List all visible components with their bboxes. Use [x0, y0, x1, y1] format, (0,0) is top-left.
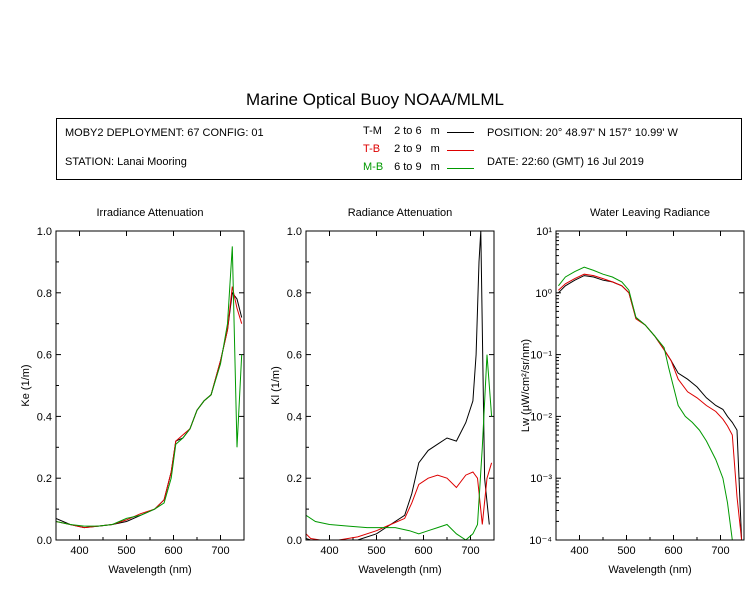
legend-range: 2 to 9: [394, 143, 422, 155]
legend-unit: m: [430, 161, 440, 173]
y-axis-label: Kl (1/m): [270, 366, 282, 405]
x-tick-label: 600: [414, 545, 432, 557]
x-tick-label: 700: [211, 545, 229, 557]
y-tick-label: 10⁰: [535, 288, 552, 300]
y-tick-label: 0.2: [37, 473, 52, 485]
series-group: [558, 266, 743, 540]
x-tick-label: 500: [367, 545, 385, 557]
y-tick-label: 0.6: [287, 350, 302, 362]
y-tick-label: 10⁻⁴: [529, 535, 552, 547]
y-tick-label: 0.4: [37, 411, 52, 423]
chart-panel-3: Water Leaving Radiance Wavelength (nm) Lw …: [520, 207, 745, 576]
deployment-label: MOBY2 DEPLOYMENT: 67 CONFIG: 01: [65, 127, 264, 139]
x-axis-label: Wavelength (nm): [358, 564, 441, 576]
plot-frame: [305, 230, 495, 541]
x-tick-label: 600: [164, 545, 182, 557]
station-label: STATION: Lanai Mooring: [65, 156, 187, 168]
chart-title: Irradiance Attenuation: [96, 207, 203, 219]
y-tick-label: 0.6: [37, 350, 52, 362]
chart-title: Water Leaving Radiance: [590, 207, 710, 219]
x-tick-label: 400: [320, 545, 338, 557]
y-tick-label: 0.8: [287, 288, 302, 300]
series-line-m-b: [306, 354, 493, 540]
position-label: POSITION: 20° 48.97' N 157° 10.99' W: [487, 127, 678, 139]
page-title: Marine Optical Buoy NOAA/MLML: [246, 90, 504, 109]
x-axis-label: Wavelength (nm): [608, 564, 691, 576]
legend-range: 6 to 9: [394, 161, 422, 173]
legend-series-label: M-B: [363, 161, 384, 173]
series-line-t-b: [56, 286, 243, 529]
legend-line-mb: [447, 168, 474, 169]
x-tick-label: 500: [617, 545, 635, 557]
series-group: [306, 231, 493, 540]
y-tick-label: 0.8: [37, 288, 52, 300]
y-axis-label: Lw (µW/cm²/sr/nm): [520, 339, 532, 432]
y-tick-label: 1.0: [287, 226, 302, 238]
y-tick-label: 10⁻¹: [530, 350, 552, 362]
legend-line-tm: [447, 132, 474, 133]
legend-unit: m: [430, 125, 440, 137]
legend-series-label: T-B: [363, 143, 381, 155]
legend-item-tm: T-M 2 to 6 m: [363, 125, 440, 137]
series-line-m-b: [56, 246, 243, 527]
info-box: MOBY2 DEPLOYMENT: 67 CONFIG: 01 STATION:…: [56, 118, 742, 180]
legend-series-label: T-M: [363, 125, 382, 137]
series-line-t-m: [306, 231, 490, 540]
series-line-t-b: [558, 273, 743, 540]
y-tick-label: 0.4: [287, 411, 302, 423]
legend-line-tb: [447, 150, 474, 151]
x-tick-label: 500: [117, 545, 135, 557]
legend-item-tb: T-B 2 to 9 m: [363, 143, 440, 155]
x-tick-label: 700: [711, 545, 729, 557]
x-tick-label: 600: [664, 545, 682, 557]
plot-frame: [555, 230, 745, 541]
y-tick-label: 0.2: [287, 473, 302, 485]
x-tick-label: 400: [570, 545, 588, 557]
series-line-m-b: [558, 266, 737, 540]
date-label: DATE: 22:60 (GMT) 16 Jul 2019: [487, 156, 644, 168]
y-tick-label: 0.0: [287, 535, 302, 547]
x-tick-label: 700: [461, 545, 479, 557]
series-group: [56, 246, 243, 529]
y-tick-label: 0.0: [37, 535, 52, 547]
y-tick-label: 10⁻³: [530, 473, 552, 485]
legend-item-mb: M-B 6 to 9 m: [363, 161, 440, 173]
x-tick-label: 400: [70, 545, 88, 557]
chart-panel-1: Irradiance Attenuation Wavelength (nm) Ke …: [20, 207, 245, 576]
y-tick-label: 10¹: [536, 226, 552, 238]
legend-unit: m: [430, 143, 440, 155]
y-axis-label: Ke (1/m): [20, 364, 32, 406]
series-line-t-m: [558, 275, 743, 540]
series-line-t-b: [306, 462, 493, 540]
chart-panel-2: Radiance Attenuation Wavelength (nm) Kl (1…: [270, 207, 495, 576]
series-line-t-m: [56, 291, 243, 529]
chart-title: Radiance Attenuation: [348, 207, 453, 219]
legend-range: 2 to 6: [394, 125, 422, 137]
plot-frame: [55, 230, 245, 541]
y-tick-label: 1.0: [37, 226, 52, 238]
x-axis-label: Wavelength (nm): [108, 564, 191, 576]
y-tick-label: 10⁻²: [530, 411, 552, 423]
